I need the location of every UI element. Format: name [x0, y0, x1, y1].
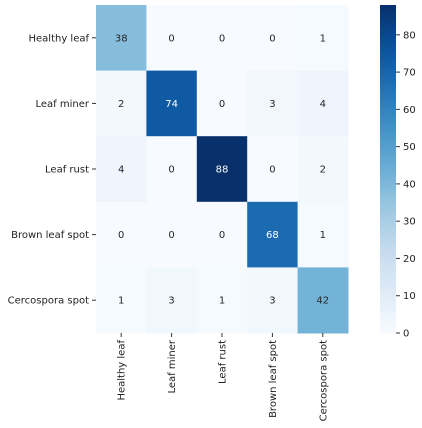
heatmap-cell [146, 267, 198, 334]
column-tick-labels: Healthy leaf Leaf miner Leaf rust Brown lea… [117, 333, 329, 421]
row-tick-label: Brown leaf spot [11, 230, 89, 241]
heatmap-cell [297, 201, 349, 268]
colorbar-tick-label: 10 [403, 291, 416, 302]
heatmap-cell [146, 70, 198, 137]
column-tick-label: Cercospora spot [318, 340, 329, 421]
colorbar-gradient [380, 5, 396, 333]
colorbar-tick-label: 0 [403, 329, 409, 340]
row-tick-label: Healthy leaf [28, 33, 89, 44]
cell-value-label: 88 [216, 165, 229, 176]
cell-value-label: 38 [115, 33, 128, 44]
heatmap-cell [297, 5, 349, 72]
heatmap-cell [146, 5, 198, 72]
heatmap-cell [247, 201, 299, 268]
colorbar-tick-label: 70 [403, 68, 416, 79]
column-tick-label: Brown leaf spot [268, 340, 279, 418]
cell-value-label: 2 [320, 165, 326, 176]
heatmap-cell [196, 136, 248, 203]
cell-value-label: 1 [320, 230, 326, 241]
cell-value-label: 4 [118, 165, 124, 176]
heatmap-cell [96, 5, 147, 72]
colorbar: 0 10 20 30 40 50 60 70 80 [380, 5, 416, 340]
heatmap-cell [196, 5, 248, 72]
cell-value-label: 3 [168, 296, 174, 307]
heatmap-cell [96, 201, 147, 268]
heatmap-cell [146, 136, 198, 203]
cell-value-label: 1 [219, 296, 225, 307]
colorbar-tick-label: 30 [403, 217, 416, 228]
row-tick-label: Leaf miner [36, 99, 90, 110]
cell-value-label: 74 [165, 99, 178, 110]
cell-value-label: 0 [219, 33, 225, 44]
column-tick-label: Healthy leaf [117, 340, 128, 401]
cell-value-label: 68 [266, 230, 279, 241]
cell-value-label: 4 [320, 99, 326, 110]
cell-value-label: 1 [118, 296, 124, 307]
cell-value-label: 3 [269, 99, 275, 110]
colorbar-tick-label: 40 [403, 179, 416, 190]
column-tick-label: Leaf miner [167, 339, 178, 393]
row-tick-label: Cercospora spot [8, 296, 89, 307]
heatmap-cell [297, 70, 349, 137]
heatmap-cell [297, 267, 349, 334]
heatmap-cell [96, 70, 147, 137]
heatmap-cell [247, 267, 299, 334]
heatmap-cell [196, 70, 248, 137]
heatmap-cell [196, 201, 248, 268]
row-tick-labels: Healthy leaf Leaf miner Leaf rust Brown lea… [8, 33, 96, 307]
cell-value-label: 0 [168, 230, 174, 241]
cell-value-label: 0 [168, 33, 174, 44]
column-tick-label: Leaf rust [218, 340, 229, 384]
cell-value-label: 1 [320, 33, 326, 44]
cell-value-label: 0 [118, 230, 124, 241]
cell-value-label: 0 [269, 165, 275, 176]
cell-value-label: 3 [269, 296, 275, 307]
cell-value-label: 0 [219, 230, 225, 241]
cell-value-label: 0 [269, 33, 275, 44]
colorbar-tick-label: 20 [403, 254, 416, 265]
heatmap-cell [196, 267, 248, 334]
cell-value-label: 2 [118, 99, 124, 110]
heatmap-cell [247, 136, 299, 203]
heatmap-cell [96, 267, 147, 334]
heatmap-cell [146, 201, 198, 268]
cell-value-label: 42 [316, 296, 329, 307]
colorbar-tick-label: 80 [403, 30, 416, 41]
cell-value-label: 0 [219, 99, 225, 110]
heatmap-cell [297, 136, 349, 203]
cell-value-label: 0 [168, 165, 174, 176]
heatmap-cell [247, 70, 299, 137]
heatmap-cell-labels: 38 0 0 0 1 2 74 0 3 4 4 0 88 0 2 0 0 0 68 1 1 3 1 3 42 [115, 33, 329, 306]
heatmap-cells [96, 5, 349, 334]
heatmap-cell [247, 5, 299, 72]
heatmap-cell [96, 136, 147, 203]
colorbar-tick-label: 50 [403, 142, 416, 153]
colorbar-tick-label: 60 [403, 105, 416, 116]
row-tick-label: Leaf rust [45, 165, 89, 176]
